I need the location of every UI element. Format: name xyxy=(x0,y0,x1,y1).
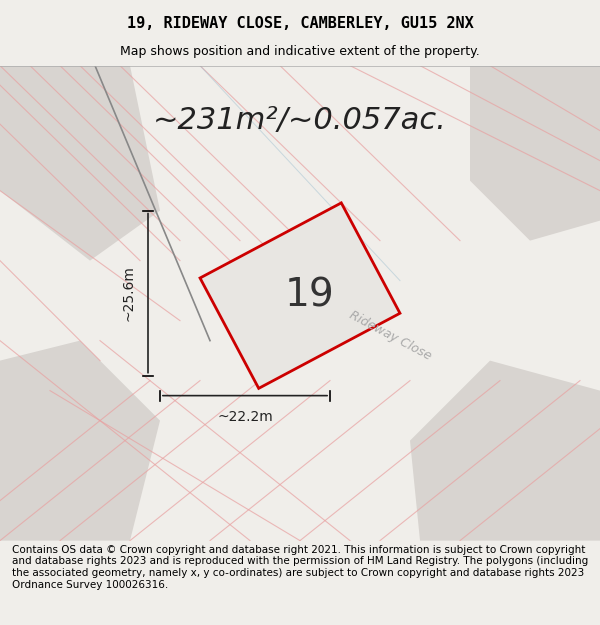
Polygon shape xyxy=(0,66,120,151)
Polygon shape xyxy=(410,361,600,541)
Polygon shape xyxy=(530,66,600,111)
Polygon shape xyxy=(200,203,400,388)
Text: 19: 19 xyxy=(285,277,335,314)
Text: Contains OS data © Crown copyright and database right 2021. This information is : Contains OS data © Crown copyright and d… xyxy=(12,545,588,589)
Text: ~231m²/~0.057ac.: ~231m²/~0.057ac. xyxy=(153,106,447,135)
Text: Rideway Close: Rideway Close xyxy=(347,309,433,362)
Text: 19, RIDEWAY CLOSE, CAMBERLEY, GU15 2NX: 19, RIDEWAY CLOSE, CAMBERLEY, GU15 2NX xyxy=(127,16,473,31)
Text: Map shows position and indicative extent of the property.: Map shows position and indicative extent… xyxy=(120,44,480,58)
Text: ~25.6m: ~25.6m xyxy=(122,265,136,321)
Polygon shape xyxy=(470,66,600,241)
Polygon shape xyxy=(0,66,160,261)
Polygon shape xyxy=(0,341,160,541)
Text: ~22.2m: ~22.2m xyxy=(217,409,273,424)
